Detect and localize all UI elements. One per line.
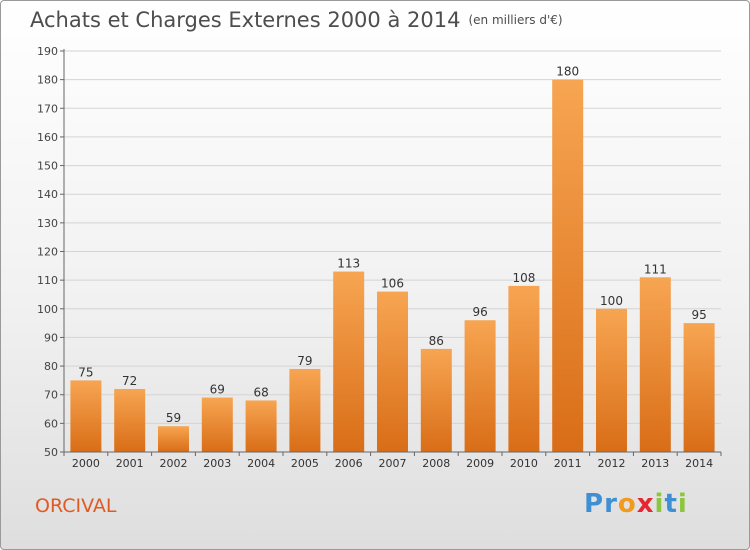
x-tick-label-2007: 2007 [379,457,407,470]
chart-title-text: Achats et Charges Externes 2000 à 2014 [30,8,461,32]
y-tick-label: 160 [37,131,58,144]
data-label-2006: 113 [337,257,360,271]
x-tick-label-2004: 2004 [247,457,275,470]
y-tick-label: 100 [37,303,58,316]
chart-unit-label: (en milliers d'€) [468,13,563,27]
data-label-2005: 79 [297,354,312,368]
data-labels: 75 72 59 69 68 79 113 106 86 96 108 180 100 111 95 [78,65,706,426]
bar-2013 [639,277,671,452]
bar-2005 [289,368,321,452]
bar-2002 [158,426,189,452]
proxiti-logo: Proxiti [584,489,688,519]
data-label-2010: 108 [512,271,535,285]
commune-name: ORCIVAL [35,495,117,517]
x-tick-label-2013: 2013 [641,457,669,470]
x-tick-label-2012: 2012 [598,457,626,470]
bar-2000 [70,380,102,452]
y-tick-label: 60 [44,417,58,430]
bar-2006 [333,271,365,452]
logo-letter: i [654,489,665,519]
data-label-2013: 111 [644,262,667,276]
y-tick-label: 140 [37,188,58,201]
y-tick-label: 180 [37,74,58,87]
y-tick-label: 90 [44,331,58,344]
x-tick-label-2002: 2002 [160,457,188,470]
x-tick-label-2010: 2010 [510,457,538,470]
data-label-2007: 106 [381,277,404,291]
x-tick-label-2014: 2014 [685,457,713,470]
bar-2007 [377,291,408,452]
bar-2011 [552,79,584,453]
logo-letter: o [617,489,637,519]
bar-2008 [420,348,452,452]
y-tick-label: 110 [37,274,58,287]
bar-2014 [683,323,715,452]
data-label-2000: 75 [78,365,93,379]
data-label-2003: 69 [210,383,225,397]
bars [70,79,715,453]
data-label-2001: 72 [122,374,137,388]
bar-2004 [245,400,277,452]
x-tick-label-2011: 2011 [554,457,582,470]
data-label-2009: 96 [472,305,487,319]
data-label-2004: 68 [253,385,268,399]
x-axis-ticks: 2000 2001 2002 2003 2004 2005 2006 2007 2008 2009… [63,452,722,470]
bar-2012 [596,308,627,452]
y-tick-label: 190 [37,45,58,58]
y-tick-label: 120 [37,246,58,259]
x-tick-label-2008: 2008 [422,457,450,470]
x-tick-label-2006: 2006 [335,457,363,470]
x-tick-label-2005: 2005 [291,457,319,470]
bar-2009 [464,320,496,452]
bar-2001 [114,388,146,452]
logo-letter: i [677,489,688,519]
data-label-2012: 100 [600,294,623,308]
y-tick-label: 70 [44,389,58,402]
y-axis-ticks: 50 60 70 80 90 100 110 120 130 140 150 160 170 180 190 [37,45,64,459]
y-tick-label: 150 [37,160,58,173]
x-tick-label-2009: 2009 [466,457,494,470]
logo-letter: P [584,489,605,519]
data-label-2014: 95 [691,308,706,322]
chart-title: Achats et Charges Externes 2000 à 2014 (e… [30,8,563,32]
y-tick-label: 50 [44,446,58,459]
y-tick-label: 80 [44,360,58,373]
logo-letter: t [664,489,678,519]
bar-2010 [508,285,540,452]
y-tick-label: 170 [37,102,58,115]
data-label-2011: 180 [556,65,579,79]
data-label-2008: 86 [429,334,444,348]
x-tick-label-2003: 2003 [203,457,231,470]
data-label-2002: 59 [166,411,181,425]
logo-letter: r [604,489,618,519]
x-tick-label-2001: 2001 [116,457,144,470]
x-tick-label-2000: 2000 [72,457,100,470]
bar-2003 [201,397,233,452]
logo-letter: x [636,489,655,519]
y-tick-label: 130 [37,217,58,230]
